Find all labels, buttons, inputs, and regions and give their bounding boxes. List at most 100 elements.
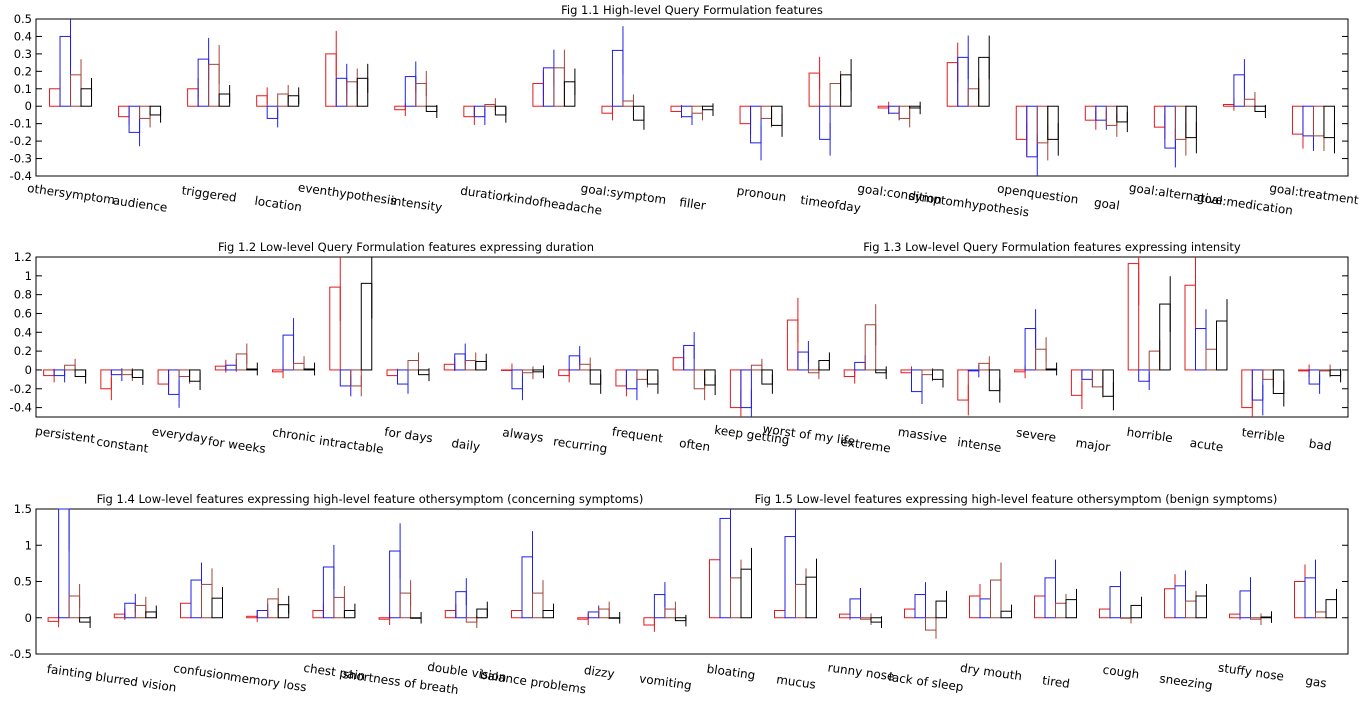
category-label: recurring [552, 434, 608, 455]
bar [134, 604, 147, 619]
bar [719, 517, 731, 619]
bar [272, 369, 284, 373]
bar [854, 361, 866, 371]
chart-panel-1: Fig 1.1 High-level Query Formulation fea… [26, 3, 1359, 219]
bar [898, 105, 911, 119]
bar [888, 105, 900, 114]
bar [1312, 105, 1325, 137]
plot-frame [35, 256, 1349, 418]
bar [494, 105, 507, 116]
bar [860, 617, 872, 620]
bar [464, 360, 477, 371]
category-label: for days [383, 425, 433, 446]
bar [1298, 369, 1310, 372]
bar [921, 369, 933, 376]
bar [1034, 595, 1046, 619]
chart-row-1: 0.5 0.4 0.3 0.2 0.1 0 -0.1 -0.2 -0.3 -0.4 Fig 1.1 … [10, 3, 1360, 219]
bar [1262, 369, 1274, 380]
bar [532, 83, 544, 107]
bar [1000, 610, 1012, 619]
bar [598, 608, 610, 619]
bar [322, 566, 335, 619]
y-tick-label: -0.2 [10, 382, 32, 396]
bar [190, 579, 202, 619]
bar [49, 88, 61, 107]
bar [484, 103, 496, 107]
bar [246, 615, 258, 619]
bar [839, 613, 851, 619]
bar [425, 105, 438, 112]
y-tick-label: -0.1 [10, 117, 32, 131]
bar [730, 577, 742, 619]
bar [1065, 599, 1077, 619]
bar [1294, 581, 1306, 619]
bar [214, 365, 227, 371]
bar [386, 369, 398, 377]
bar [808, 72, 821, 107]
bar [877, 105, 890, 109]
bar [131, 369, 144, 378]
bar [225, 364, 237, 371]
bar [1302, 105, 1314, 137]
bar [740, 369, 752, 409]
category-label: persistent [34, 424, 96, 446]
category-label: filler [678, 195, 706, 213]
bar [282, 334, 295, 371]
bar [208, 63, 220, 107]
bar [807, 369, 820, 374]
bar [1272, 369, 1285, 394]
bar [1250, 617, 1262, 620]
bar [1055, 602, 1067, 619]
category-label: terrible [1241, 425, 1286, 445]
bar [969, 595, 981, 619]
bar [124, 602, 136, 619]
bar [343, 610, 356, 619]
bar [829, 83, 842, 107]
bar [1116, 105, 1128, 123]
bar [410, 617, 422, 619]
bar [145, 611, 157, 619]
chart-title: Fig 1.3 Low-level Query Formulation feat… [863, 240, 1241, 254]
bar [218, 93, 231, 107]
bar [1153, 105, 1166, 128]
category-label: often [678, 436, 711, 454]
bar [1109, 586, 1121, 619]
bar [397, 369, 409, 385]
bar [870, 617, 882, 623]
bar [967, 88, 980, 107]
category-label: cough [1102, 663, 1140, 682]
bar [1308, 369, 1321, 385]
bar [1325, 599, 1337, 619]
bar [68, 595, 81, 619]
category-label: intense [956, 435, 1002, 455]
bar [476, 608, 488, 619]
bar [1024, 328, 1037, 371]
category-label: tired [1041, 673, 1070, 691]
bar [553, 67, 565, 107]
bar [43, 369, 55, 377]
bar [118, 105, 130, 118]
bar [346, 81, 358, 107]
bar [805, 576, 817, 619]
category-label: severe [1015, 425, 1057, 444]
bar [389, 550, 401, 619]
y-tick-label: 0.4 [14, 29, 32, 43]
y-tick-label: 0.6 [14, 306, 32, 320]
bar [608, 617, 621, 619]
category-label: intensity [390, 193, 443, 214]
bar [350, 369, 362, 387]
bar [1164, 105, 1176, 149]
bar [957, 56, 969, 107]
bar [333, 596, 345, 619]
y-tick-label: -0.4 [10, 169, 32, 183]
bar [643, 617, 655, 626]
bar [312, 610, 324, 619]
bar [840, 74, 852, 107]
y-tick-label: 0 [25, 611, 32, 625]
bar [935, 600, 947, 619]
bar [267, 598, 279, 619]
bar [1044, 577, 1056, 619]
bar [1241, 369, 1253, 409]
bar [500, 369, 513, 371]
bar [256, 95, 268, 107]
